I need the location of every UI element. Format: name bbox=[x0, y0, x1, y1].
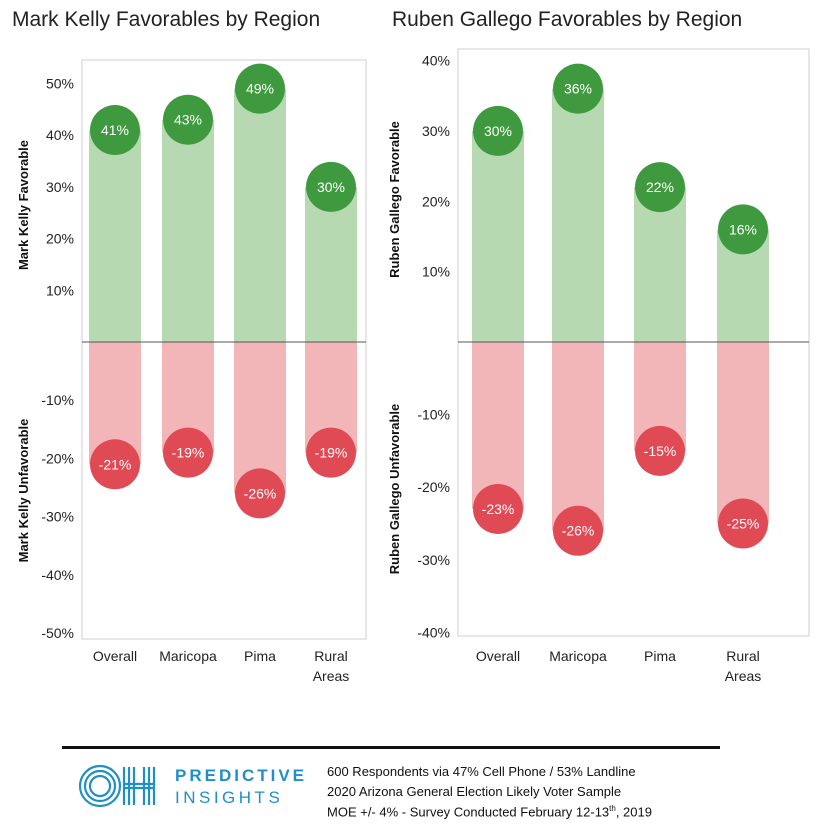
favorable-bar bbox=[162, 119, 214, 342]
methodology-line-1: 600 Respondents via 47% Cell Phone / 53%… bbox=[327, 764, 636, 779]
unfavorable-data-label: -26% bbox=[562, 523, 595, 539]
favorable-marker bbox=[235, 63, 285, 114]
favorable-bar bbox=[89, 130, 141, 342]
category-label: Pima bbox=[644, 648, 676, 664]
y-tick-label: 30% bbox=[46, 179, 74, 195]
methodology-line-3-main: MOE +/- 4% - Survey Conducted February 1… bbox=[327, 804, 610, 820]
chart-title-gallego: Ruben Gallego Favorables by Region bbox=[392, 8, 743, 31]
favorable-data-label: 30% bbox=[484, 123, 512, 139]
unfavorable-marker bbox=[718, 498, 768, 549]
unfavorable-bar bbox=[717, 342, 769, 524]
gallego-chart: 30% -23% Overall 36% -26% Maricopa 22% -15% Pima… bbox=[387, 48, 810, 684]
unfavorable-marker bbox=[90, 439, 140, 490]
y-tick-label: -40% bbox=[417, 624, 450, 640]
y-tick-label: 50% bbox=[46, 76, 74, 92]
y-tick-label: 40% bbox=[422, 53, 450, 69]
unfavorable-marker bbox=[306, 427, 356, 478]
unfavorable-bar bbox=[234, 342, 286, 494]
kelly-chart: 41% -21% Overall 43% -19% Maricopa 49% -26% Pima… bbox=[16, 59, 367, 684]
unfavorable-marker bbox=[553, 505, 603, 556]
favorable-data-label: 36% bbox=[564, 81, 592, 97]
unfavorable-marker bbox=[635, 425, 685, 476]
favorable-bar bbox=[552, 88, 604, 342]
brand-name-line1: PREDICTIVE bbox=[175, 766, 308, 785]
unfavorable-bar bbox=[472, 342, 524, 509]
methodology-line-3: MOE +/- 4% - Survey Conducted February 1… bbox=[327, 804, 652, 819]
y-tick-label: -20% bbox=[41, 450, 74, 466]
favorable-marker bbox=[306, 161, 356, 212]
favorable-marker bbox=[635, 162, 685, 213]
y-tick-label: -10% bbox=[41, 392, 74, 408]
category-label: Overall bbox=[476, 648, 520, 664]
y-tick-label: -30% bbox=[417, 552, 450, 568]
y-axis-title-favorable: Mark Kelly Favorable bbox=[16, 140, 31, 270]
favorable-marker bbox=[163, 94, 213, 145]
y-axis-title-unfavorable: Mark Kelly Unfavorable bbox=[16, 419, 31, 563]
unfavorable-data-label: -25% bbox=[727, 515, 760, 531]
favorable-data-label: 49% bbox=[246, 81, 274, 97]
unfavorable-marker bbox=[473, 483, 523, 534]
category-label: Areas bbox=[725, 668, 762, 684]
category-label: Pima bbox=[244, 648, 276, 664]
category-label: Areas bbox=[313, 668, 350, 684]
unfavorable-data-label: -21% bbox=[99, 456, 132, 472]
methodology-line-2: 2020 Arizona General Election Likely Vot… bbox=[327, 784, 622, 799]
chart-title-kelly: Mark Kelly Favorables by Region bbox=[12, 8, 321, 31]
category-label: Overall bbox=[93, 648, 137, 664]
y-tick-label: 20% bbox=[422, 193, 450, 209]
category-label: Maricopa bbox=[159, 648, 217, 664]
favorable-bar bbox=[305, 186, 357, 342]
unfavorable-data-label: -19% bbox=[172, 445, 205, 461]
category-label: Rural bbox=[726, 648, 759, 664]
footer-divider bbox=[62, 746, 720, 749]
unfavorable-marker bbox=[235, 468, 285, 519]
favorable-bar bbox=[234, 88, 286, 342]
unfavorable-bar bbox=[552, 342, 604, 531]
plot-frame bbox=[81, 59, 367, 640]
favorable-data-label: 16% bbox=[729, 221, 757, 237]
y-tick-label: 30% bbox=[422, 123, 450, 139]
y-tick-label: -20% bbox=[417, 479, 450, 495]
y-tick-label: -40% bbox=[41, 567, 74, 583]
unfavorable-data-label: -15% bbox=[644, 443, 677, 459]
y-tick-label: -30% bbox=[41, 509, 74, 525]
unfavorable-data-label: -23% bbox=[482, 501, 515, 517]
favorable-marker bbox=[553, 63, 603, 114]
category-label: Maricopa bbox=[549, 648, 607, 664]
favorable-data-label: 43% bbox=[174, 112, 202, 128]
y-tick-label: -50% bbox=[41, 625, 74, 641]
unfavorable-marker bbox=[163, 427, 213, 478]
y-tick-label: 20% bbox=[46, 231, 74, 247]
unfavorable-data-label: -19% bbox=[315, 445, 348, 461]
favorable-marker bbox=[718, 204, 768, 255]
favorable-data-label: 30% bbox=[317, 179, 345, 195]
methodology-line-3-year: , 2019 bbox=[615, 804, 652, 820]
y-tick-label: 10% bbox=[422, 264, 450, 280]
y-tick-label: 10% bbox=[46, 282, 74, 298]
unfavorable-data-label: -26% bbox=[244, 485, 277, 501]
y-tick-label: -10% bbox=[417, 407, 450, 423]
favorable-data-label: 41% bbox=[101, 122, 129, 138]
y-axis-title-favorable: Ruben Gallego Favorable bbox=[387, 121, 402, 278]
category-label: Rural bbox=[314, 648, 347, 664]
favorable-bar bbox=[634, 187, 686, 342]
brand-name-line2: INSIGHTS bbox=[175, 788, 284, 807]
y-axis-title-unfavorable: Ruben Gallego Unfavorable bbox=[387, 404, 402, 574]
oh-logo-icon bbox=[78, 764, 156, 808]
favorable-marker bbox=[90, 105, 140, 156]
favorable-marker bbox=[473, 105, 523, 156]
y-tick-label: 40% bbox=[46, 127, 74, 143]
favorable-bar bbox=[472, 130, 524, 342]
favorable-data-label: 22% bbox=[646, 179, 674, 195]
methodology-line-3-sup: th bbox=[609, 804, 616, 813]
